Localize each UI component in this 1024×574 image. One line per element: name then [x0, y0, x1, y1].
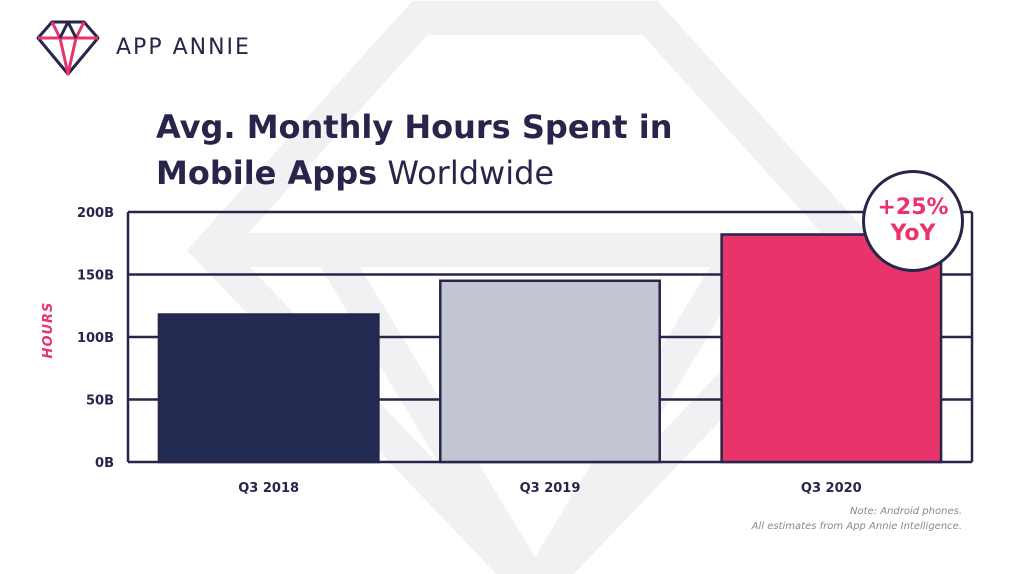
bar-q3-2019	[439, 279, 661, 464]
title-line-2-light: Worldwide	[387, 154, 555, 192]
yoy-badge-label: YoY	[890, 221, 936, 246]
title-line-1: Avg. Monthly Hours Spent in	[156, 108, 673, 146]
bar-q3-2018	[157, 313, 380, 464]
y-tick-label: 0B	[95, 456, 114, 471]
brand-name: APP ANNIE	[116, 34, 251, 60]
y-tick-labels: 0B 50B 100B 150B 200B	[77, 206, 114, 471]
yoy-badge: +25% YoY	[862, 170, 964, 272]
y-tick-label: 200B	[77, 206, 114, 221]
footnote: Note: Android phones. All estimates from…	[752, 504, 962, 534]
y-axis-label: HOURS	[41, 302, 56, 359]
title-line-2-bold: Mobile Apps	[156, 154, 378, 192]
y-tick-label: 50B	[86, 394, 114, 409]
x-tick-label: Q3 2019	[520, 481, 581, 496]
x-tick-label: Q3 2020	[801, 481, 862, 496]
chart-title: Avg. Monthly Hours Spent in Mobile Apps …	[156, 104, 672, 196]
x-tick-label: Q3 2018	[238, 481, 299, 496]
footnote-line-1: Note: Android phones.	[850, 506, 962, 517]
bars-layer	[157, 233, 943, 464]
yoy-badge-percent: +25%	[877, 195, 949, 220]
brand: APP ANNIE	[34, 16, 251, 78]
x-tick-labels: Q3 2018 Q3 2019 Q3 2020	[238, 481, 861, 496]
y-tick-label: 100B	[77, 331, 114, 346]
bar-q3-2020	[720, 233, 943, 464]
footnote-line-2: All estimates from App Annie Intelligenc…	[751, 521, 962, 532]
diamond-icon	[36, 20, 100, 76]
y-tick-label: 150B	[77, 269, 114, 284]
